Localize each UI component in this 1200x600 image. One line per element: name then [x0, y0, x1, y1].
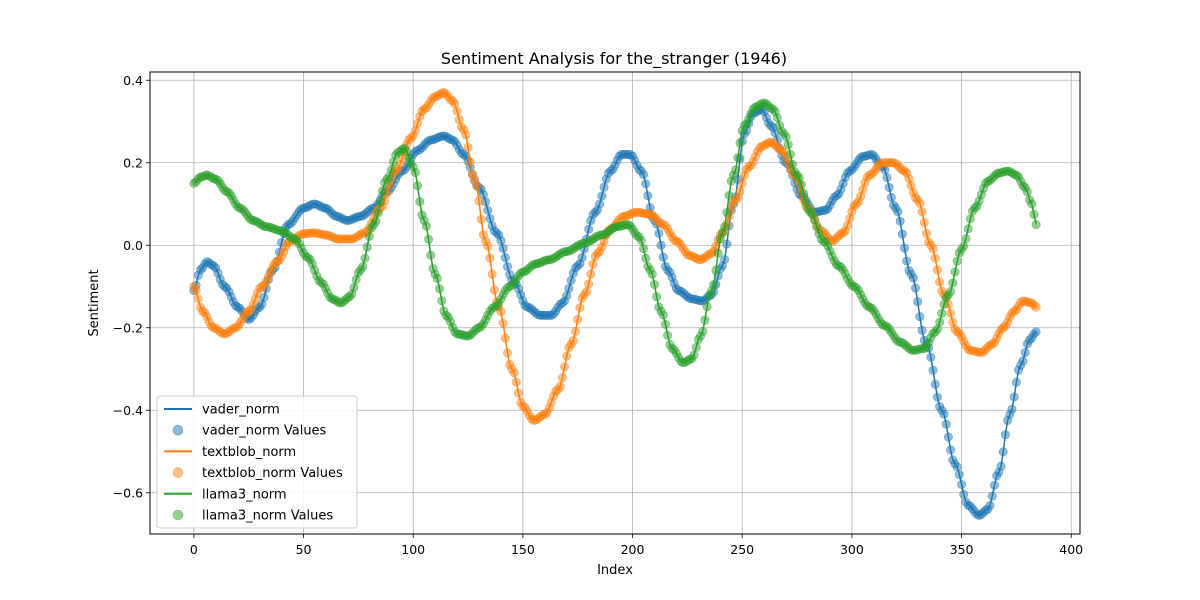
legend-label: textblob_norm Values: [202, 466, 343, 481]
series-layer: [189, 88, 1041, 520]
legend-label: vader_norm: [202, 403, 280, 418]
legend-frame: [156, 395, 358, 529]
legend-label: llama3_norm Values: [202, 509, 333, 524]
legend-marker-swatch: [172, 509, 184, 521]
x-axis-title: Index: [597, 563, 633, 578]
y-tick-label: −0.4: [113, 403, 143, 418]
x-tick-label: 300: [840, 542, 864, 557]
plot-area-frame: [149, 71, 1081, 535]
vader_norm-line: [193, 108, 1037, 517]
legend-label: vader_norm Values: [202, 424, 327, 439]
x-tick-label: 150: [511, 542, 535, 557]
x-tick-label: 400: [1059, 542, 1083, 557]
x-tick-label: 100: [401, 542, 425, 557]
y-axis-title: Sentiment: [87, 269, 102, 336]
x-tick-label: 250: [730, 542, 754, 557]
legend-marker-swatch: [172, 424, 184, 436]
legend-label: llama3_norm: [202, 487, 287, 502]
series-llama3_norm: [189, 98, 1041, 368]
llama3_norm-line: [193, 102, 1037, 364]
y-tick-label: 0.2: [123, 155, 143, 170]
x-tick-label: 200: [621, 542, 645, 557]
x-tick-label: 0: [190, 542, 198, 557]
y-tick-label: −0.2: [113, 320, 143, 335]
chart-title: Sentiment Analysis for the_stranger (194…: [441, 49, 787, 69]
y-tick-label: −0.6: [113, 485, 143, 500]
axis-layer: 0 50 100 150 200 250 300 350 400 −0.6 −0.4 −0.2 0.0 0…: [113, 73, 1084, 557]
y-tick-label: 0.0: [123, 238, 143, 253]
x-tick-label: 50: [296, 542, 312, 557]
y-tick-label: 0.4: [123, 73, 143, 88]
legend: vader_norm vader_norm Values textblob_norm…: [156, 395, 358, 529]
legend-marker-swatch: [172, 467, 184, 478]
legend-label: textblob_norm: [202, 445, 296, 460]
x-tick-label: 350: [950, 542, 974, 557]
